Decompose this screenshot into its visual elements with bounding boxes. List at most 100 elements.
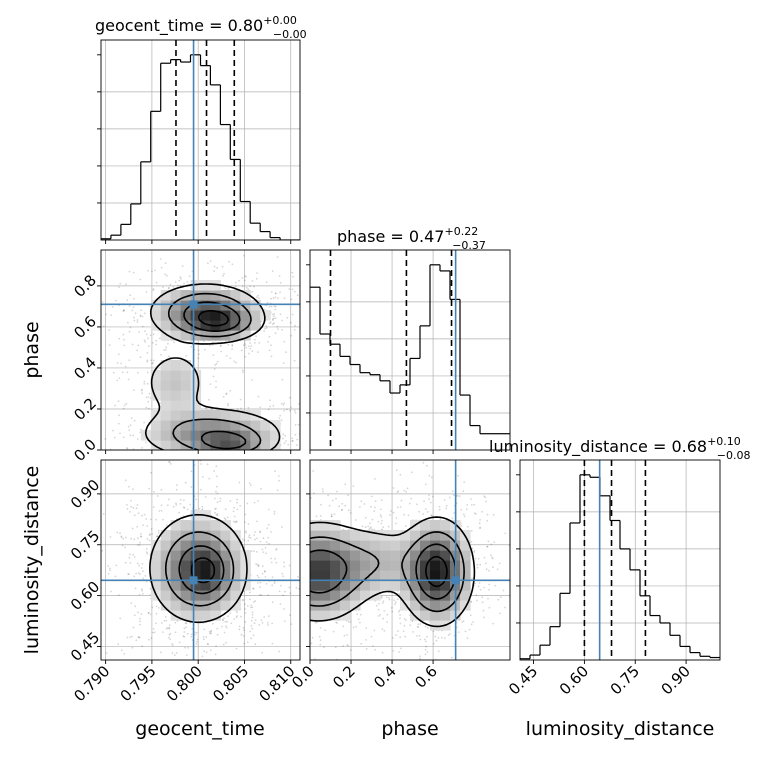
density-cell <box>200 430 211 441</box>
sample-point <box>359 613 362 616</box>
sample-point <box>185 355 188 357</box>
sample-point <box>291 440 294 442</box>
density-cell <box>350 570 361 581</box>
density-cell <box>180 520 192 531</box>
sample-point <box>359 455 361 457</box>
sample-point <box>270 557 272 560</box>
density-cell <box>190 520 202 531</box>
sample-point <box>203 650 206 653</box>
sample-point <box>115 564 118 567</box>
density-cell <box>180 390 192 401</box>
density-cell <box>190 390 202 401</box>
sample-point <box>162 475 164 477</box>
sample-point <box>481 596 484 599</box>
sample-point <box>229 474 231 476</box>
sample-point <box>57 471 59 473</box>
sample-point <box>292 494 294 496</box>
density-cell <box>220 600 231 611</box>
sample-point <box>306 581 308 583</box>
sample-point <box>272 297 275 300</box>
sample-point <box>269 601 271 603</box>
sample-point <box>165 346 168 349</box>
density-cell <box>410 550 421 561</box>
sample-point <box>497 598 500 601</box>
sample-point <box>301 563 303 565</box>
sample-point <box>220 454 222 456</box>
sample-point <box>116 362 119 364</box>
sample-point <box>302 617 304 619</box>
sample-point <box>288 288 291 290</box>
sample-point <box>168 624 171 626</box>
sample-point <box>255 563 258 566</box>
sample-point <box>278 590 281 593</box>
sample-point <box>273 513 276 515</box>
sample-point <box>144 575 147 577</box>
sample-point <box>223 456 225 458</box>
sample-point <box>232 464 234 466</box>
sample-point <box>417 623 420 626</box>
sample-point <box>487 597 489 600</box>
density-cell <box>210 290 221 301</box>
sample-point <box>403 489 406 492</box>
sample-point <box>250 637 253 640</box>
sample-point <box>122 407 125 410</box>
sample-point <box>282 586 284 588</box>
density-cell <box>190 320 202 331</box>
density-cell <box>200 300 211 311</box>
sample-point <box>216 501 219 504</box>
sample-point <box>265 552 267 555</box>
sample-point <box>148 456 150 458</box>
density-cell <box>370 540 381 551</box>
sample-point <box>279 523 281 525</box>
density-cell <box>340 610 351 621</box>
xlabel-luminosity-distance: luminosity_distance <box>526 718 715 740</box>
sample-point <box>183 506 186 509</box>
density-cell <box>200 440 211 450</box>
density-cell <box>230 600 241 611</box>
density-cell <box>210 430 221 441</box>
density-cell <box>420 610 431 621</box>
density-cell <box>230 420 241 431</box>
sample-point <box>133 514 136 517</box>
density-cell <box>170 440 182 450</box>
sample-point <box>380 522 383 525</box>
y-tick-label: 0.60 <box>67 578 103 614</box>
sample-point <box>419 655 421 658</box>
y-tick-label: 0.75 <box>67 527 103 563</box>
density-cell <box>230 290 241 301</box>
sample-point <box>263 616 266 618</box>
sample-point <box>240 633 243 636</box>
sample-point <box>383 629 386 632</box>
density-cell <box>380 550 391 561</box>
sample-point <box>277 600 279 602</box>
sample-point <box>90 563 92 565</box>
sample-point <box>278 560 280 562</box>
sample-point <box>392 511 395 514</box>
sample-point <box>220 350 223 353</box>
sample-point <box>118 286 120 288</box>
sample-point <box>216 492 219 495</box>
sample-point <box>374 500 377 503</box>
sample-point <box>128 330 131 333</box>
sample-point <box>208 398 210 401</box>
sample-point <box>374 648 377 651</box>
sample-point <box>424 648 427 651</box>
sample-point <box>250 604 253 607</box>
sample-point <box>472 621 474 623</box>
sample-point <box>280 584 282 587</box>
sample-point <box>492 622 495 625</box>
sample-point <box>283 565 286 568</box>
density-cell <box>400 560 411 571</box>
title-geocent-time: geocent_time = 0.80+0.00 −0.00 <box>95 14 307 41</box>
sample-point <box>224 508 227 511</box>
x-tick-label: 0.2 <box>329 662 359 692</box>
sample-point <box>227 344 230 346</box>
sample-point <box>215 380 217 383</box>
density-cell <box>240 560 251 571</box>
sample-point <box>298 551 300 553</box>
sample-point <box>59 433 61 435</box>
sample-point <box>462 513 465 516</box>
sample-point <box>249 285 252 288</box>
density-cell <box>170 410 182 421</box>
density-cell <box>330 560 341 571</box>
